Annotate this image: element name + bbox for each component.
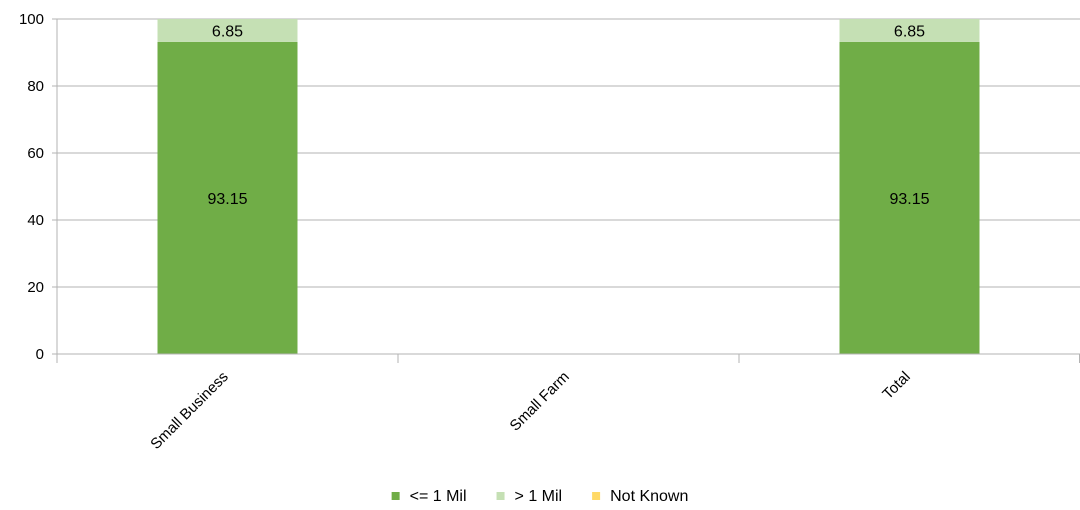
x-tick-label: Total bbox=[879, 368, 913, 402]
x-axis-ticks: Small Business Small Farm Total bbox=[56, 354, 1080, 453]
bar-data-label: 93.15 bbox=[889, 191, 929, 208]
bar-segment bbox=[157, 19, 298, 42]
x-tick-label: Small Farm bbox=[507, 368, 573, 434]
legend-label: Not Known bbox=[610, 488, 688, 505]
y-tick-label: 0 bbox=[36, 346, 44, 363]
bar-data-label: 6.85 bbox=[212, 23, 243, 40]
y-tick-label: 20 bbox=[27, 279, 44, 296]
legend-swatch bbox=[391, 492, 400, 500]
x-tick-label: Small Business bbox=[147, 368, 232, 453]
bar-data-label: 6.85 bbox=[894, 23, 925, 40]
y-tick-label: 60 bbox=[27, 145, 44, 162]
legend-swatch bbox=[592, 492, 601, 500]
legend-label: <= 1 Mil bbox=[410, 488, 467, 505]
y-tick-label: 80 bbox=[27, 78, 44, 95]
legend-label: > 1 Mil bbox=[515, 488, 563, 505]
bar-data-label: 93.15 bbox=[207, 191, 247, 208]
bar-segment bbox=[839, 19, 980, 42]
data-labels: 93.15 6.85 93.15 6.85 bbox=[207, 23, 929, 208]
y-tick-label: 100 bbox=[19, 11, 44, 28]
legend-swatch bbox=[496, 492, 505, 500]
bar-segment bbox=[157, 41, 298, 354]
axes bbox=[56, 19, 1080, 355]
y-axis-ticks: 0 20 40 60 80 100 bbox=[19, 11, 57, 363]
bar-segment bbox=[839, 41, 980, 354]
bars bbox=[157, 19, 980, 354]
y-tick-label: 40 bbox=[27, 212, 44, 229]
legend: <= 1 Mil > 1 Mil Not Known bbox=[391, 488, 688, 505]
